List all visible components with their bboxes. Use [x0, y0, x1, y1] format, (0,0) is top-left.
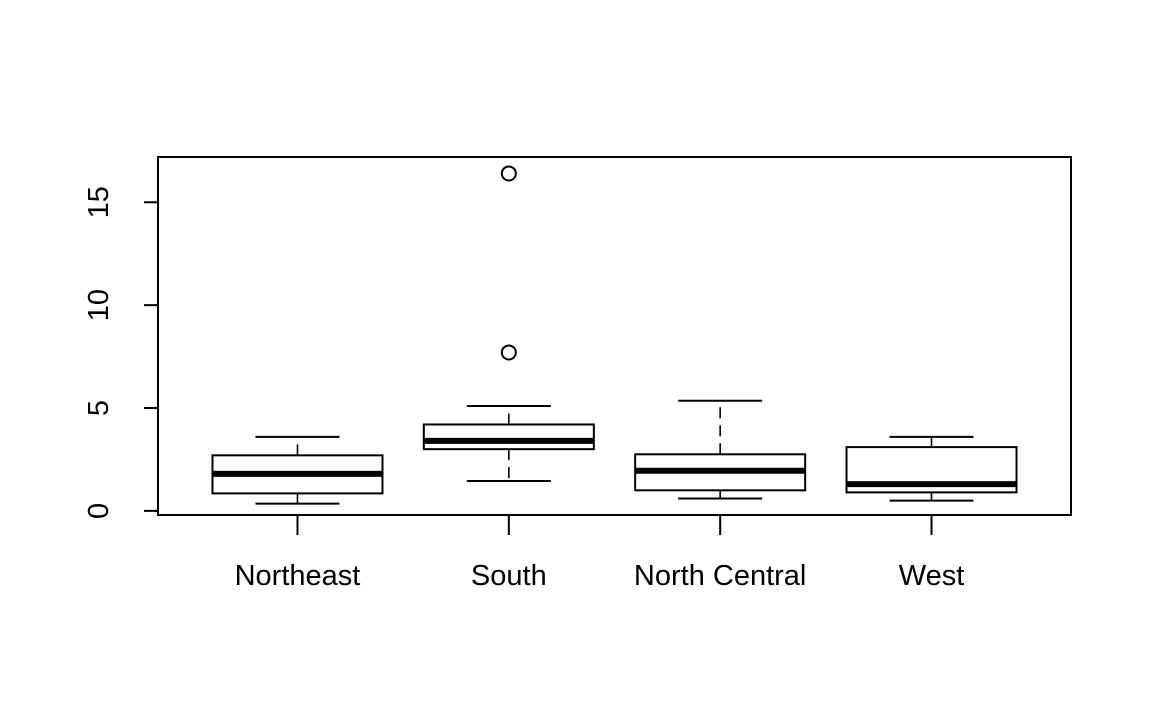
box-group	[211, 435, 384, 505]
x-tick-label: North Central	[634, 560, 806, 592]
y-tick-label: 0	[83, 503, 115, 519]
box-group	[634, 399, 807, 500]
x-tick-label: South	[471, 560, 547, 592]
outlier-point	[500, 344, 517, 361]
y-axis: 0 5 10 15	[83, 186, 159, 519]
outlier-point	[500, 165, 517, 182]
x-axis: Northeast South North Central West	[235, 515, 965, 592]
y-tick-label: 10	[83, 289, 115, 321]
x-tick-label: Northeast	[235, 560, 361, 592]
box-group	[845, 435, 1018, 502]
y-tick-label: 15	[83, 186, 115, 218]
y-tick-label: 5	[83, 400, 115, 416]
box-group	[422, 165, 595, 483]
x-tick-label: West	[899, 560, 965, 592]
iqr-box	[422, 423, 595, 451]
boxes	[211, 165, 1018, 505]
